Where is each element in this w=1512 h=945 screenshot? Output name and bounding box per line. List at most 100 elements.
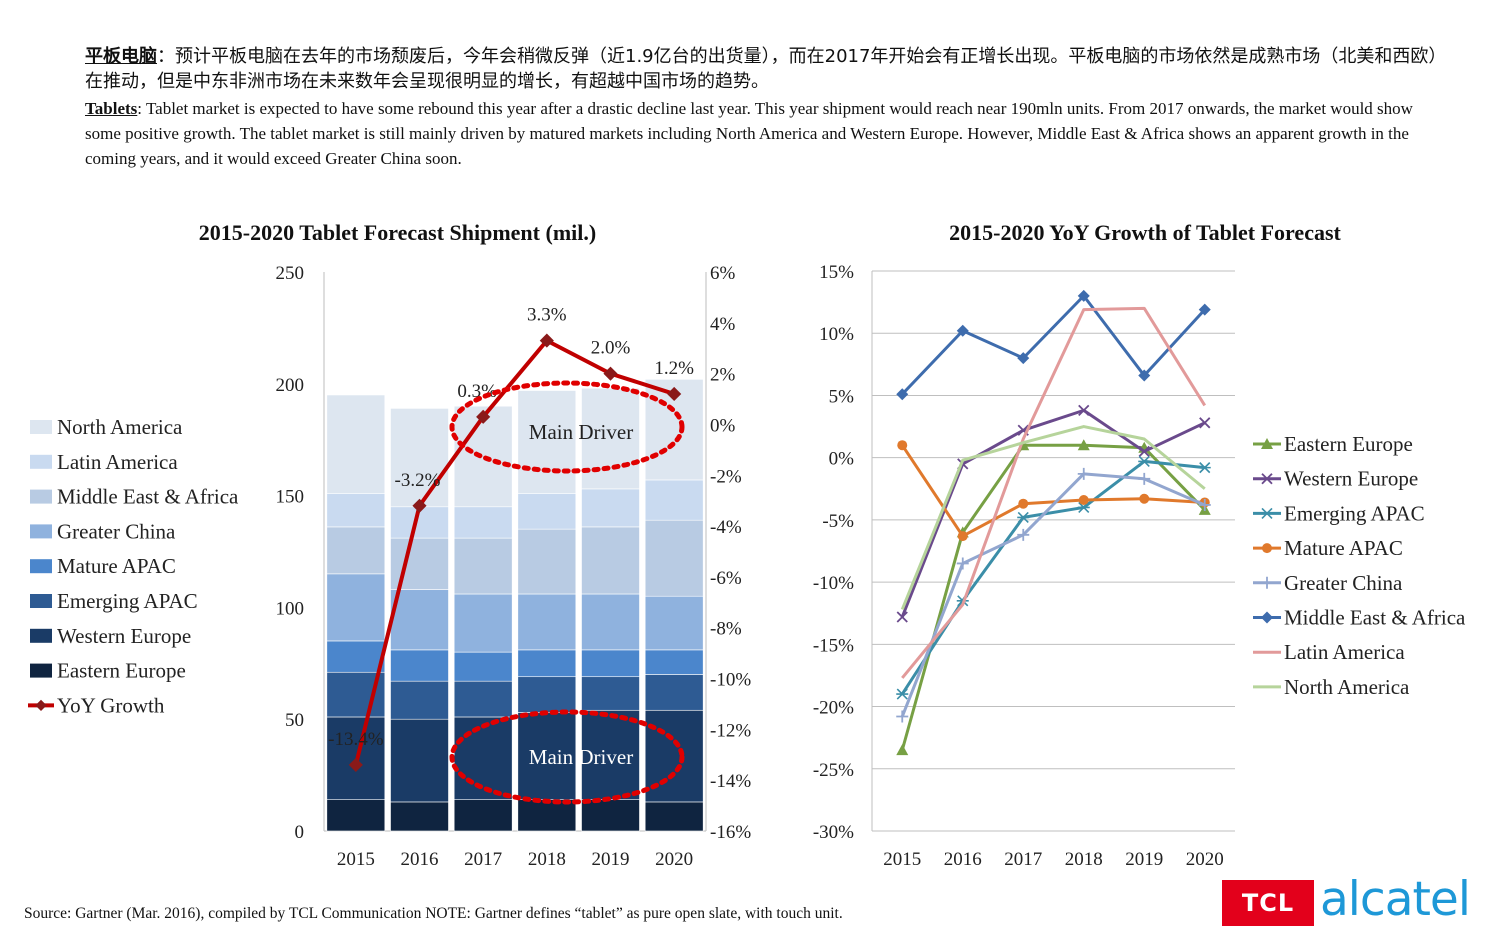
growth-point-western-europe [1078, 404, 1090, 417]
intro-en-keyword: Tablets [85, 99, 138, 118]
bar-segment-greater-china [517, 593, 577, 651]
yoy-growth-label: -13.4% [328, 729, 384, 750]
bar-segment-mature-apac [517, 649, 577, 678]
bar-segment-middle-east-africa [326, 526, 386, 575]
bar-chart-x-tick: 2018 [528, 849, 566, 870]
legend-label-eastern-europe: Eastern Europe [57, 659, 186, 683]
growth-legend-marker-eastern-europe [1261, 438, 1273, 449]
bar-segment-north-america [517, 390, 577, 494]
growth-legend-marker-greater-china [1261, 576, 1273, 589]
bar-segment-greater-china [644, 595, 704, 651]
growth-point-mature-apac [1139, 493, 1150, 504]
bar-chart-y2-tick: 0% [710, 415, 736, 436]
legend-label-north-america: North America [57, 415, 183, 439]
growth-line-latin-america [901, 306, 1207, 679]
shipment-chart-title: 2015-2020 Tablet Forecast Shipment (mil.… [198, 220, 597, 245]
growth-chart-y-tick: 0% [829, 449, 855, 470]
growth-point-greater-china [1198, 498, 1211, 511]
growth-point-western-europe [896, 611, 908, 623]
growth-point-emerging-apac [896, 688, 909, 700]
intro-cn-keyword: 平板电脑 [85, 46, 157, 67]
yoy-growth-label: 1.2% [654, 358, 694, 379]
growth-point-emerging-apac [1138, 455, 1151, 467]
yoy-growth-point [603, 366, 618, 381]
bar-chart-y2-tick: -6% [710, 568, 742, 589]
bar-segment-emerging-apac [581, 676, 640, 711]
main-driver-label: Main Driver [529, 745, 633, 769]
growth-point-mature-apac [957, 531, 968, 542]
growth-point-middle-east-africa [1077, 289, 1090, 302]
growth-point-mature-apac [897, 440, 908, 451]
intro-english: Tablets: Tablet market is expected to ha… [85, 96, 1445, 171]
growth-chart-x-tick: 2016 [944, 849, 982, 870]
growth-chart-y-tick: 15% [819, 262, 854, 283]
growth-point-mature-apac [1018, 498, 1029, 509]
growth-chart-y-tick: -5% [822, 511, 854, 532]
bar-chart-x-tick: 2020 [655, 849, 693, 870]
bar-segment-western-europe [581, 709, 640, 800]
growth-point-western-europe [1199, 417, 1211, 429]
yoy-growth-point [539, 333, 554, 348]
main-driver-label: Main Driver [529, 420, 633, 444]
bar-segment-mature-apac [644, 649, 704, 675]
bar-chart-y2-tick: -16% [710, 822, 751, 843]
growth-point-mature-apac [1078, 494, 1089, 505]
bar-segment-middle-east-africa [517, 528, 577, 595]
growth-point-greater-china [1138, 472, 1151, 485]
legend-swatch-mature-apac [30, 559, 52, 574]
tcl-logo: TCL [1222, 880, 1314, 926]
yoy-growth-point [348, 757, 363, 773]
bar-chart-y2-tick: -2% [710, 466, 742, 487]
growth-chart-x-tick: 2019 [1125, 849, 1163, 870]
growth-line-middle-east-africa [901, 294, 1206, 396]
bar-chart-y-tick: 50 [285, 710, 304, 731]
growth-chart-y-tick: -10% [813, 573, 854, 594]
growth-legend-marker-middle-east-africa [1261, 611, 1273, 624]
growth-point-emerging-apac [1077, 501, 1090, 514]
bar-segment-eastern-europe [453, 799, 513, 832]
growth-point-western-europe [1138, 445, 1150, 458]
growth-chart-x-tick: 2017 [1004, 849, 1042, 870]
growth-legend-label-north-america: North America [1284, 675, 1410, 699]
growth-chart-y-tick: 5% [829, 386, 855, 407]
yoy-growth-point [667, 386, 682, 402]
bar-segment-emerging-apac [390, 680, 449, 720]
bar-chart-y-tick: 150 [276, 487, 305, 508]
legend-swatch-north-america [30, 420, 52, 434]
bar-segment-emerging-apac [453, 680, 513, 718]
bar-segment-greater-china [581, 593, 640, 651]
intro-text: 平板电脑：预计平板电脑在去年的市场颓废后，今年会稍微反弹（近1.9亿台的出货量）… [85, 44, 1445, 171]
bar-chart-y-tick: 0 [295, 822, 305, 843]
legend-label-middle-east-africa: Middle East & Africa [57, 485, 239, 509]
growth-point-middle-east-africa [956, 324, 969, 337]
bar-segment-greater-china [453, 593, 513, 653]
bar-chart-x-tick: 2015 [337, 849, 375, 870]
footer-source-note: Source: Gartner (Mar. 2016), compiled by… [24, 905, 843, 922]
intro-cn-body: ：预计平板电脑在去年的市场颓废后，今年会稍微反弹（近1.9亿台的出货量），而在2… [85, 46, 1438, 92]
growth-chart-x-tick: 2015 [883, 849, 921, 870]
growth-point-emerging-apac [1017, 511, 1030, 523]
yoy-growth-label: -3.2% [395, 470, 441, 491]
intro-en-body: : Tablet market is expected to have some… [85, 99, 1413, 168]
bar-segment-eastern-europe [326, 799, 386, 832]
bar-chart-y2-tick: -10% [710, 670, 751, 691]
bar-segment-mature-apac [581, 649, 640, 678]
bar-segment-middle-east-africa [581, 526, 640, 595]
growth-chart-x-tick: 2018 [1065, 849, 1103, 870]
growth-legend-marker-mature-apac [1262, 543, 1272, 554]
bar-segment-mature-apac [453, 651, 513, 682]
bar-chart-y2-tick: 6% [710, 263, 736, 284]
growth-line-mature-apac [901, 444, 1205, 538]
bar-segment-emerging-apac [644, 674, 704, 711]
bar-segment-north-america [326, 394, 386, 494]
growth-legend-label-latin-america: Latin America [1284, 640, 1405, 664]
bar-segment-western-europe [390, 718, 449, 803]
growth-line-eastern-europe [900, 443, 1206, 751]
yoy-growth-label: 3.3% [527, 305, 567, 326]
growth-chart-title: 2015-2020 YoY Growth of Tablet Forecast [949, 220, 1341, 245]
bar-segment-greater-china [390, 589, 449, 651]
growth-point-eastern-europe [896, 744, 909, 756]
bar-segment-eastern-europe [517, 799, 577, 832]
legend-swatch-middle-east-africa [30, 489, 52, 504]
growth-legend-label-eastern-europe: Eastern Europe [1284, 432, 1413, 456]
